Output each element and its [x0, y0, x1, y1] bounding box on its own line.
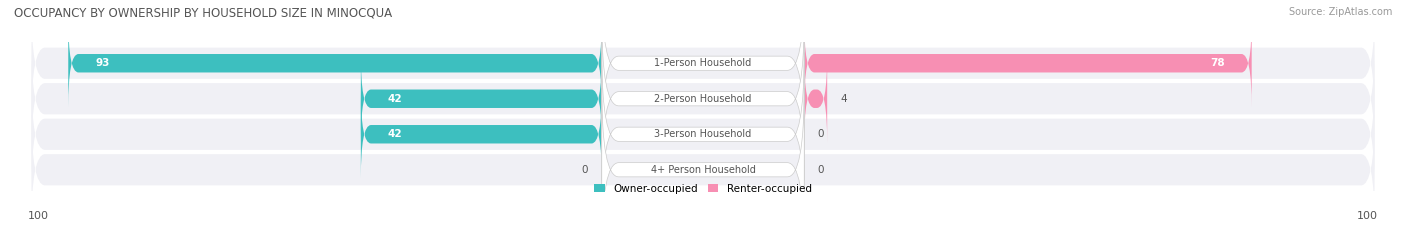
FancyBboxPatch shape [804, 55, 827, 143]
Text: 93: 93 [96, 58, 110, 68]
Text: 0: 0 [582, 165, 588, 175]
FancyBboxPatch shape [804, 19, 1251, 107]
FancyBboxPatch shape [361, 55, 602, 143]
Text: 3-Person Household: 3-Person Household [654, 129, 752, 139]
Text: 0: 0 [818, 165, 824, 175]
Text: OCCUPANCY BY OWNERSHIP BY HOUSEHOLD SIZE IN MINOCQUA: OCCUPANCY BY OWNERSHIP BY HOUSEHOLD SIZE… [14, 7, 392, 20]
Legend: Owner-occupied, Renter-occupied: Owner-occupied, Renter-occupied [591, 179, 815, 198]
Text: 100: 100 [28, 211, 49, 221]
FancyBboxPatch shape [31, 43, 1375, 154]
FancyBboxPatch shape [602, 53, 804, 216]
Text: 4: 4 [841, 94, 848, 104]
FancyBboxPatch shape [31, 79, 1375, 190]
FancyBboxPatch shape [602, 0, 804, 145]
FancyBboxPatch shape [69, 19, 602, 107]
FancyBboxPatch shape [31, 114, 1375, 225]
Text: 100: 100 [1357, 211, 1378, 221]
FancyBboxPatch shape [361, 90, 602, 178]
FancyBboxPatch shape [31, 8, 1375, 119]
Text: 42: 42 [388, 129, 402, 139]
Text: Source: ZipAtlas.com: Source: ZipAtlas.com [1288, 7, 1392, 17]
Text: 2-Person Household: 2-Person Household [654, 94, 752, 104]
Text: 42: 42 [388, 94, 402, 104]
Text: 1-Person Household: 1-Person Household [654, 58, 752, 68]
Text: 4+ Person Household: 4+ Person Household [651, 165, 755, 175]
FancyBboxPatch shape [602, 17, 804, 180]
FancyBboxPatch shape [602, 88, 804, 233]
Text: 0: 0 [818, 129, 824, 139]
Text: 78: 78 [1211, 58, 1225, 68]
